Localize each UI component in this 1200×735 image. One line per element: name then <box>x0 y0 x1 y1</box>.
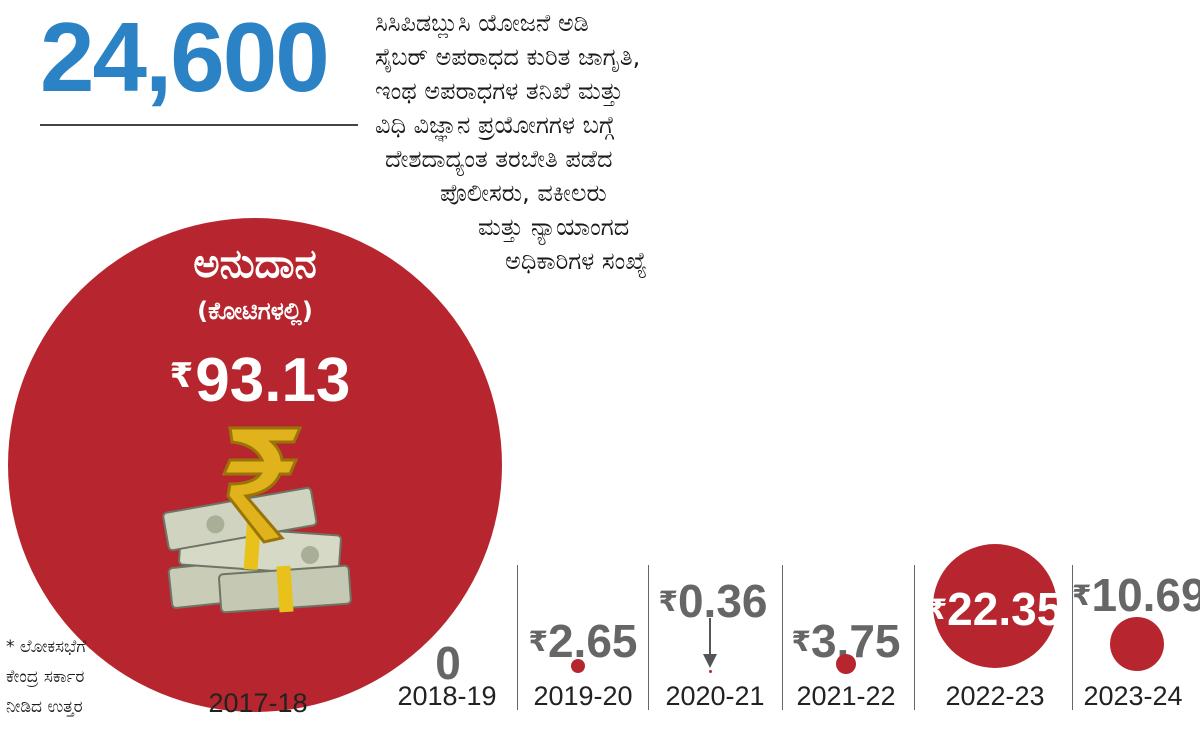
value-2021-22: ₹3.75 <box>776 618 916 664</box>
headline-divider <box>40 124 358 126</box>
column-divider <box>1072 565 1073 710</box>
column-divider <box>517 565 518 710</box>
bubble-2019-20 <box>571 659 585 673</box>
year-label-2021-22: 2021-22 <box>796 681 896 711</box>
year-label-2022-23: 2022-23 <box>945 681 1045 711</box>
footnote: * ಲೋಕಸಭೆಗೆ ಕೇಂದ್ರ ಸರ್ಕಾರ ನೀಡಿದ ಉತ್ತರ <box>6 632 86 722</box>
year-label-2018-19: 2018-19 <box>397 681 497 711</box>
year-label-2019-20: 2019-20 <box>533 681 633 711</box>
description-line: ಅಧಿಕಾರಿಗಳ ಸಂಖ್ಯೆ <box>505 247 648 275</box>
value-2023-24: ₹10.69 <box>1072 572 1200 618</box>
bubble-2020-21 <box>709 670 712 673</box>
footnote-line: ಕೇಂದ್ರ ಸರ್ಕಾರ <box>6 667 85 687</box>
grant-subtitle: (ಕೋಟಿಗಳಲ್ಲಿ) <box>197 297 313 325</box>
description-line: ಸೈಬರ್ ಅಪರಾಧದ ಕುರಿತ ಜಾಗೃತಿ, <box>375 43 641 71</box>
column-divider <box>914 565 915 710</box>
footnote-line: ನೀಡಿದ ಉತ್ತರ <box>6 697 83 717</box>
value-2020-21: ₹0.36 <box>643 578 783 624</box>
money-stack <box>162 486 352 614</box>
value-text: 0.36 <box>677 575 768 627</box>
headline-number: 24,600 <box>40 2 330 112</box>
bubble-2022-23 <box>933 544 1057 668</box>
value-2022-23: ₹22.35 <box>925 586 1065 632</box>
year-label-2023-24: 2023-24 <box>1083 681 1183 711</box>
value-text: 0 <box>435 637 461 689</box>
rupee-symbol: ₹ <box>169 356 194 396</box>
arrow-down-icon <box>703 618 717 668</box>
grant-value-2017-18: ₹93.13 <box>120 350 400 412</box>
description-line: ಪೊಲೀಸರು, ವಕೀಲರು <box>440 179 607 207</box>
year-label-2020-21: 2020-21 <box>665 681 765 711</box>
description-line: ದೇಶದಾದ್ಯಂತ ತರಬೇತಿ ಪಡೆದ <box>385 145 613 173</box>
value-2018-19: 0 <box>378 640 518 686</box>
gold-rupee-sign <box>221 426 303 544</box>
value-2019-20: ₹2.65 <box>513 618 653 664</box>
rupee-symbol: ₹ <box>658 585 678 618</box>
description-line: ಇಂಥ ಅಪರಾಧಗಳ ತನಿಖೆ ಮತ್ತು <box>375 77 624 105</box>
column-divider <box>648 565 649 710</box>
footnote-line: * ಲೋಕಸಭೆಗೆ <box>6 637 87 657</box>
value-text: 2.65 <box>547 615 638 667</box>
value-text: 93.13 <box>195 346 351 415</box>
value-text: 10.69 <box>1091 569 1200 621</box>
bubble-2023-24 <box>1110 617 1164 671</box>
rupee-symbol: ₹ <box>927 593 948 626</box>
value-text: 22.35 <box>947 583 1063 635</box>
grant-title: ಅನುದಾನ <box>193 241 317 287</box>
description-line: ಸಿಸಿಪಿಡಬ್ಲುಸಿ ಯೋಜನೆ ಅಡಿ <box>375 9 589 37</box>
description-line: ಮತ್ತು ನ್ಯಾಯಾಂಗದ <box>478 213 630 241</box>
rupee-symbol: ₹ <box>791 625 811 658</box>
value-text: 3.75 <box>810 615 901 667</box>
rupee-symbol: ₹ <box>1072 579 1092 612</box>
rupee-symbol: ₹ <box>528 625 548 658</box>
year-label-2017-18: 2017-18 <box>208 688 308 718</box>
bubble-2021-22 <box>836 654 856 674</box>
rupee-money-bundle-icon <box>162 426 352 614</box>
column-divider <box>782 565 783 710</box>
description-line: ವಿಧಿ ವಿಜ್ಞಾನ ಪ್ರಯೋಗಗಳ ಬಗ್ಗೆ <box>375 111 615 139</box>
